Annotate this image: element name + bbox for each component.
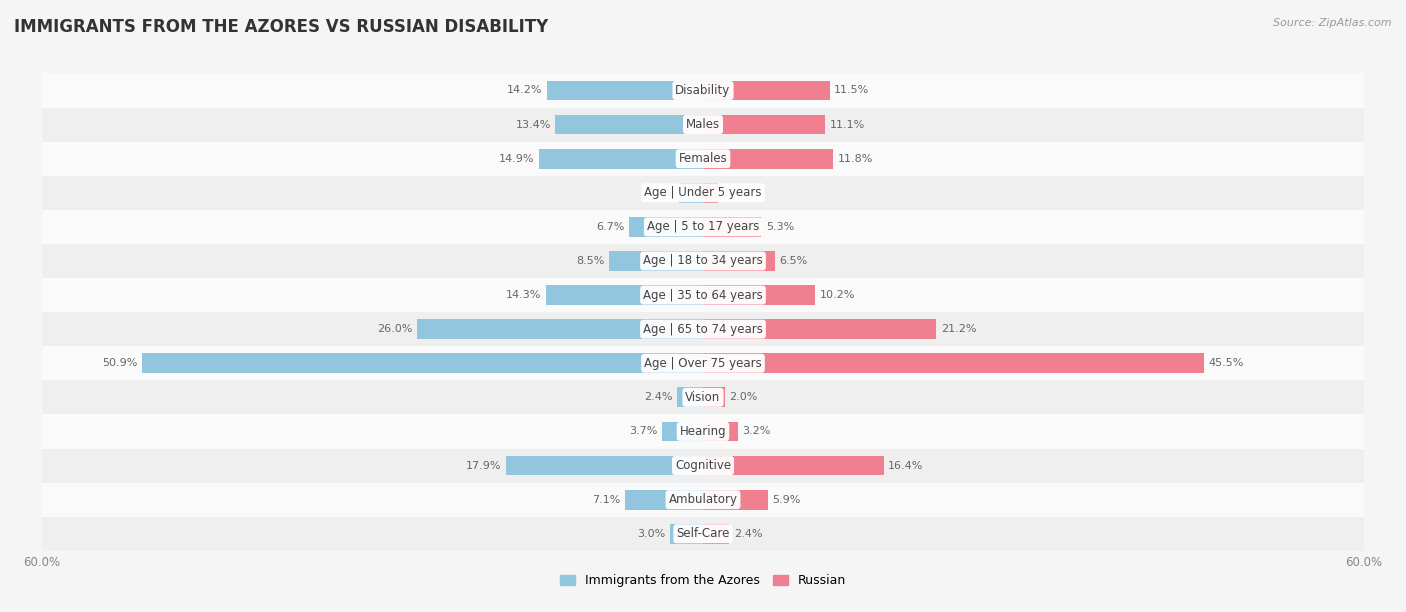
- Text: 7.1%: 7.1%: [592, 494, 620, 505]
- Bar: [703, 81, 830, 100]
- Text: Source: ZipAtlas.com: Source: ZipAtlas.com: [1274, 18, 1392, 28]
- Bar: [703, 490, 768, 510]
- Bar: [630, 217, 703, 237]
- Text: Age | 18 to 34 years: Age | 18 to 34 years: [643, 255, 763, 267]
- Text: 11.5%: 11.5%: [834, 86, 869, 95]
- Text: Disability: Disability: [675, 84, 731, 97]
- Bar: [42, 108, 1364, 141]
- Bar: [42, 517, 1364, 551]
- Text: 11.8%: 11.8%: [838, 154, 873, 163]
- Text: Vision: Vision: [685, 391, 721, 404]
- Text: 14.3%: 14.3%: [506, 290, 541, 300]
- Bar: [42, 244, 1364, 278]
- Bar: [42, 483, 1364, 517]
- Bar: [547, 81, 703, 100]
- Text: 8.5%: 8.5%: [576, 256, 605, 266]
- Bar: [42, 176, 1364, 210]
- Bar: [679, 183, 703, 203]
- Bar: [662, 422, 703, 441]
- Bar: [42, 210, 1364, 244]
- Bar: [42, 141, 1364, 176]
- Bar: [416, 319, 703, 339]
- Text: 16.4%: 16.4%: [889, 461, 924, 471]
- Text: Females: Females: [679, 152, 727, 165]
- Bar: [703, 217, 762, 237]
- Bar: [142, 353, 703, 373]
- Legend: Immigrants from the Azores, Russian: Immigrants from the Azores, Russian: [555, 569, 851, 592]
- Bar: [703, 285, 815, 305]
- Text: 2.4%: 2.4%: [734, 529, 762, 539]
- Bar: [676, 387, 703, 407]
- Text: 50.9%: 50.9%: [103, 358, 138, 368]
- Bar: [703, 319, 936, 339]
- Text: 2.4%: 2.4%: [644, 392, 672, 402]
- Text: 14.9%: 14.9%: [499, 154, 534, 163]
- Text: 14.2%: 14.2%: [506, 86, 543, 95]
- Bar: [42, 414, 1364, 449]
- Text: 6.5%: 6.5%: [779, 256, 807, 266]
- Text: 5.3%: 5.3%: [766, 222, 794, 232]
- Bar: [538, 149, 703, 168]
- Bar: [506, 456, 703, 476]
- Bar: [703, 183, 718, 203]
- Text: 3.7%: 3.7%: [630, 427, 658, 436]
- Text: Cognitive: Cognitive: [675, 459, 731, 472]
- Bar: [703, 422, 738, 441]
- Text: 2.0%: 2.0%: [730, 392, 758, 402]
- Bar: [703, 251, 775, 271]
- Text: 45.5%: 45.5%: [1209, 358, 1244, 368]
- Text: Age | 5 to 17 years: Age | 5 to 17 years: [647, 220, 759, 233]
- Text: Age | 65 to 74 years: Age | 65 to 74 years: [643, 323, 763, 335]
- Text: Hearing: Hearing: [679, 425, 727, 438]
- Text: 6.7%: 6.7%: [596, 222, 624, 232]
- Bar: [609, 251, 703, 271]
- Text: 3.2%: 3.2%: [742, 427, 770, 436]
- Text: IMMIGRANTS FROM THE AZORES VS RUSSIAN DISABILITY: IMMIGRANTS FROM THE AZORES VS RUSSIAN DI…: [14, 18, 548, 36]
- Bar: [703, 387, 725, 407]
- Text: Self-Care: Self-Care: [676, 528, 730, 540]
- Bar: [42, 278, 1364, 312]
- Bar: [42, 73, 1364, 108]
- Bar: [555, 114, 703, 135]
- Text: 11.1%: 11.1%: [830, 119, 865, 130]
- Text: Males: Males: [686, 118, 720, 131]
- Text: 17.9%: 17.9%: [465, 461, 502, 471]
- Bar: [42, 449, 1364, 483]
- Text: Ambulatory: Ambulatory: [668, 493, 738, 506]
- Bar: [703, 149, 832, 168]
- Text: 21.2%: 21.2%: [941, 324, 976, 334]
- Bar: [42, 312, 1364, 346]
- Bar: [624, 490, 703, 510]
- Text: 26.0%: 26.0%: [377, 324, 412, 334]
- Bar: [546, 285, 703, 305]
- Text: Age | 35 to 64 years: Age | 35 to 64 years: [643, 289, 763, 302]
- Text: 2.2%: 2.2%: [645, 188, 675, 198]
- Text: Age | Under 5 years: Age | Under 5 years: [644, 186, 762, 200]
- Bar: [669, 524, 703, 543]
- Bar: [703, 524, 730, 543]
- Text: 3.0%: 3.0%: [637, 529, 665, 539]
- Bar: [703, 114, 825, 135]
- Text: 13.4%: 13.4%: [516, 119, 551, 130]
- Bar: [42, 380, 1364, 414]
- Text: 1.4%: 1.4%: [723, 188, 751, 198]
- Bar: [703, 456, 883, 476]
- Text: 10.2%: 10.2%: [820, 290, 855, 300]
- Bar: [703, 353, 1204, 373]
- Bar: [42, 346, 1364, 380]
- Text: 5.9%: 5.9%: [772, 494, 801, 505]
- Text: Age | Over 75 years: Age | Over 75 years: [644, 357, 762, 370]
